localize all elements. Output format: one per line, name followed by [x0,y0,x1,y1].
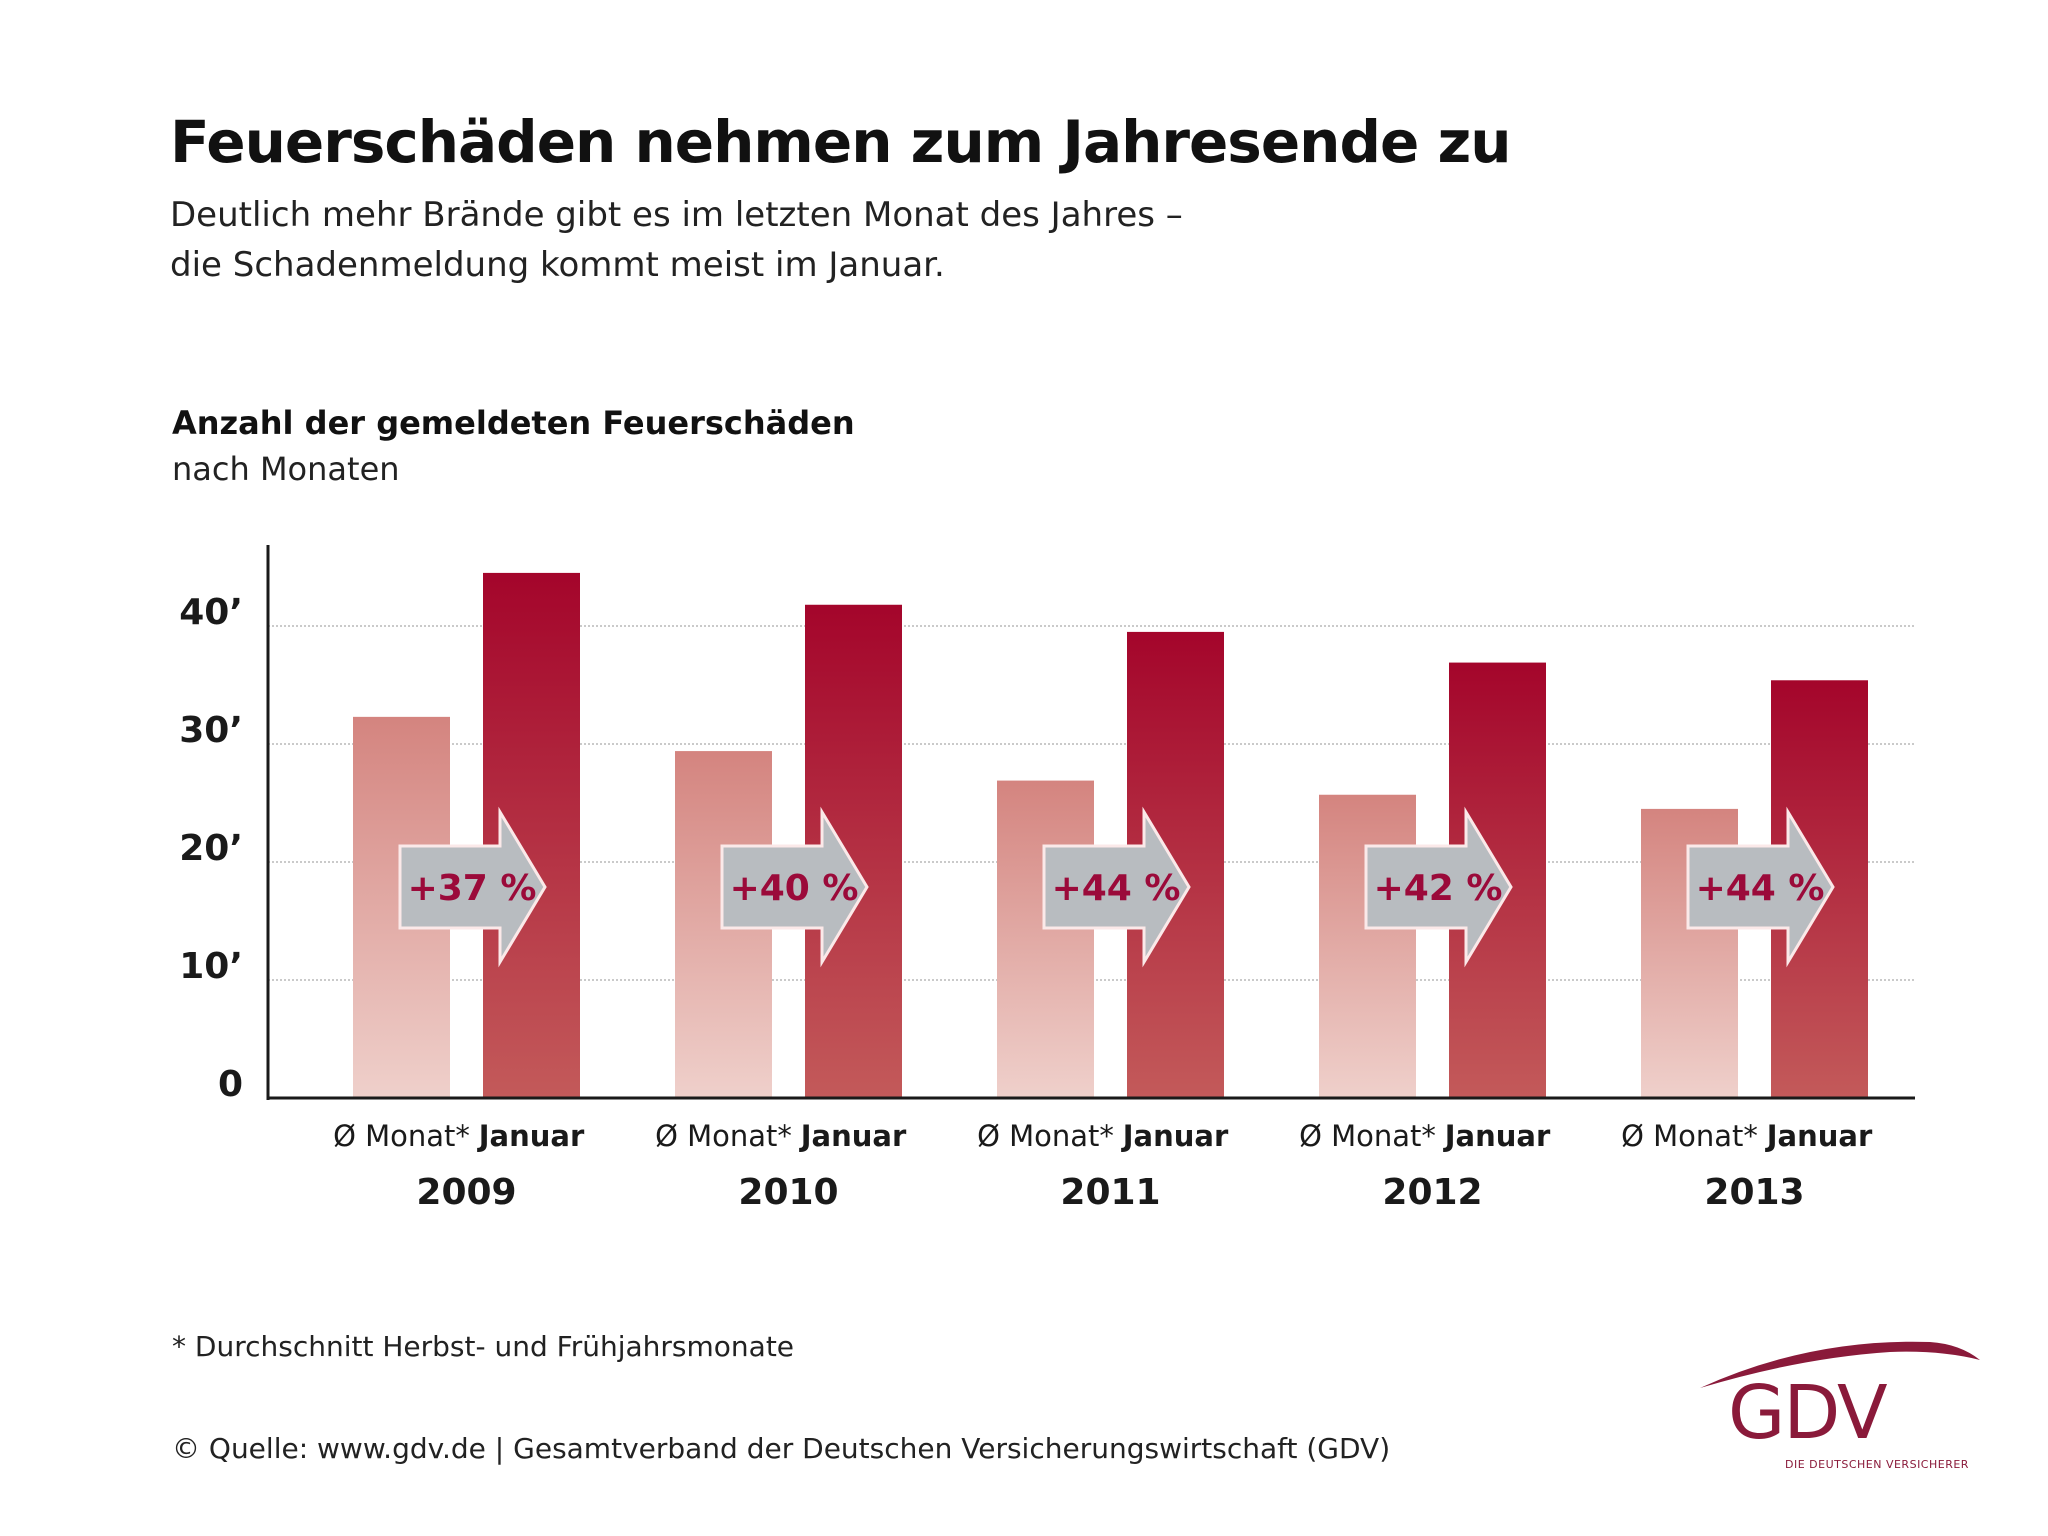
growth-arrows: +37 % +40 % +44 % +42 % +44 % [398,806,1835,968]
bar-label: Ø Monat* [1621,1119,1758,1153]
growth-arrow-icon [1686,806,1835,968]
growth-arrow-icon [1042,806,1191,968]
logo-text: GDV [1728,1370,1888,1456]
x-category-label: 2009 [416,1172,516,1213]
bar-label: Januar [1121,1119,1229,1153]
bar-label: Ø Monat* [655,1119,792,1153]
bar-label: Januar [1443,1119,1551,1153]
page-title: Feuerschäden nehmen zum Jahresende zu [170,108,1512,176]
subtitle-line-2: die Schadenmeldung kommt meist im Januar… [170,245,945,285]
x-category-label: 2012 [1382,1172,1482,1213]
logo-tagline: DIE DEUTSCHEN VERSICHERER [1785,1458,1969,1471]
x-category-label: 2010 [738,1172,838,1213]
bar-label: Januar [799,1119,907,1153]
bar-chart: +37 % +40 % +44 % +42 % +44 % 0 10’ 20’ 30’ 40’ Ø… [179,545,1915,1213]
footnote: * Durchschnitt Herbst- und Frühjahrsmona… [172,1330,795,1363]
x-category-label: 2011 [1060,1172,1160,1213]
bar-label: Ø Monat* [1299,1119,1436,1153]
page-subtitle: Deutlich mehr Brände gibt es im letzten … [170,190,1470,290]
growth-annotation: +37 % [408,868,537,909]
x-category-label: 2013 [1704,1172,1804,1213]
y-tick-label: 10’ [179,946,243,987]
growth-annotation: +44 % [1696,868,1825,909]
y-tick-label: 0 [218,1064,243,1105]
growth-arrow-icon [398,806,547,968]
bars [353,572,1868,1098]
growth-annotation: +40 % [730,868,859,909]
y-tick-label: 40’ [179,592,243,633]
bar-label: Januar [477,1119,585,1153]
gdv-logo: GDV DIE DEUTSCHEN VERSICHERER [1690,1330,2010,1490]
growth-arrow-icon [720,806,869,968]
grid-lines [268,625,1915,981]
chart-title: Anzahl der gemeldeten Feuerschäden [172,404,855,442]
growth-arrow-icon [1364,806,1513,968]
y-tick-label: 30’ [179,710,243,751]
source-credit: © Quelle: www.gdv.de | Gesamtverband der… [172,1432,1391,1465]
axes [266,545,1915,1100]
chart-subtitle: nach Monaten [172,450,400,488]
bar-label: Ø Monat* [333,1119,470,1153]
bar-monat-2012 [1319,794,1416,1098]
bar-label: Ø Monat* [977,1119,1114,1153]
y-tick-label: 20’ [179,828,243,869]
bar-januar-2009 [483,572,580,1098]
bar-label: Januar [1765,1119,1873,1153]
growth-annotation: +44 % [1052,868,1181,909]
logo-arc-icon [1700,1341,1980,1388]
subtitle-line-1: Deutlich mehr Brände gibt es im letzten … [170,195,1183,235]
growth-annotation: +42 % [1374,868,1503,909]
bar-monat-2011 [997,780,1094,1098]
